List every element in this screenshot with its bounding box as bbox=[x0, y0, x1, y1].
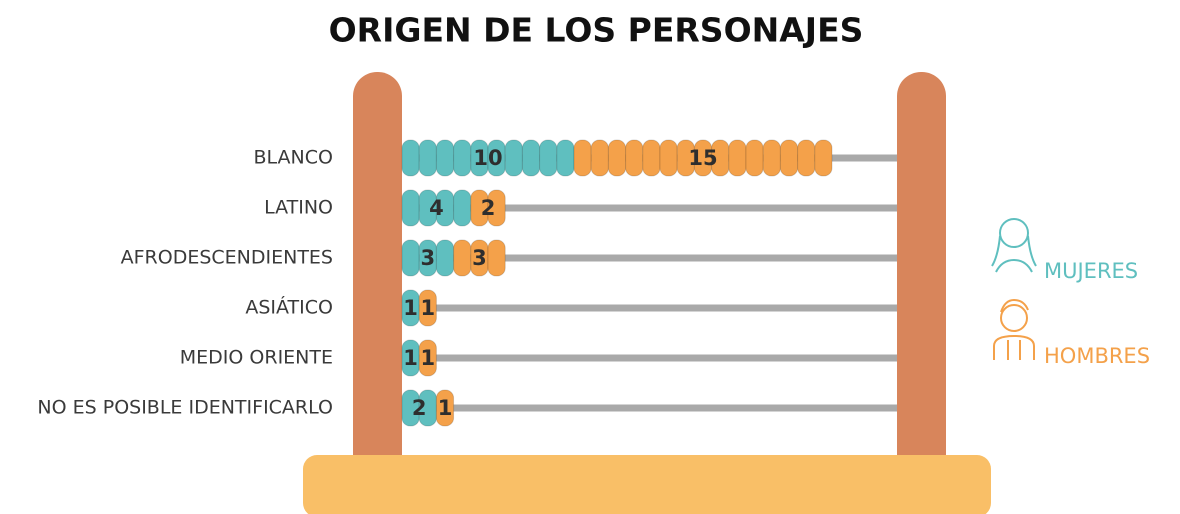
value-label: 1 bbox=[403, 346, 418, 370]
value-label: 3 bbox=[472, 246, 487, 270]
bead bbox=[418, 339, 437, 377]
bead bbox=[573, 139, 592, 177]
bead-segment bbox=[470, 189, 506, 227]
value-label: 3 bbox=[420, 246, 435, 270]
rod bbox=[402, 204, 897, 212]
rod bbox=[402, 254, 897, 262]
bead bbox=[418, 289, 437, 327]
base bbox=[303, 455, 991, 514]
value-label: 4 bbox=[429, 196, 444, 220]
left-post bbox=[353, 72, 402, 482]
bead bbox=[435, 389, 455, 427]
bead-segment bbox=[435, 389, 455, 427]
bead bbox=[539, 139, 558, 177]
bead-segment bbox=[401, 139, 575, 177]
bead bbox=[642, 139, 661, 177]
rod bbox=[402, 304, 897, 312]
bead-segment bbox=[418, 289, 437, 327]
rod bbox=[402, 354, 897, 362]
right-post bbox=[897, 72, 946, 482]
category-label: NO ES POSIBLE IDENTIFICARLO bbox=[37, 397, 333, 419]
bead-segment bbox=[453, 239, 506, 277]
bead bbox=[625, 139, 644, 177]
bead bbox=[779, 139, 799, 177]
bead bbox=[453, 239, 472, 277]
bead bbox=[745, 139, 764, 177]
bead bbox=[521, 139, 541, 177]
bead bbox=[401, 189, 420, 227]
bead-segment bbox=[418, 339, 437, 377]
value-label: 1 bbox=[420, 296, 435, 320]
value-label: 10 bbox=[473, 146, 502, 170]
bead bbox=[607, 139, 627, 177]
bead-segment bbox=[401, 189, 472, 227]
value-label: 15 bbox=[688, 146, 717, 170]
legend-label: MUJERES bbox=[1044, 259, 1138, 283]
bead bbox=[435, 239, 455, 277]
bead bbox=[487, 189, 506, 227]
category-label: LATINO bbox=[264, 197, 333, 219]
category-label: AFRODESCENDIENTES bbox=[121, 247, 333, 269]
bead bbox=[435, 139, 455, 177]
bead bbox=[453, 139, 472, 177]
value-label: 2 bbox=[412, 396, 427, 420]
category-label: MEDIO ORIENTE bbox=[180, 347, 333, 369]
value-label: 1 bbox=[403, 296, 418, 320]
bead bbox=[453, 189, 472, 227]
men-icon bbox=[993, 298, 1035, 360]
bead bbox=[401, 239, 420, 277]
legend-label: HOMBRES bbox=[1044, 344, 1150, 368]
bead bbox=[401, 139, 420, 177]
bead-segment bbox=[573, 139, 833, 177]
bead bbox=[504, 139, 523, 177]
bead bbox=[797, 139, 816, 177]
value-label: 1 bbox=[420, 346, 435, 370]
value-label: 1 bbox=[438, 396, 453, 420]
women-icon bbox=[991, 218, 1037, 273]
category-label: BLANCO bbox=[254, 147, 334, 169]
bead bbox=[418, 139, 437, 177]
bead bbox=[659, 139, 678, 177]
category-label: ASIÁTICO bbox=[245, 296, 333, 319]
bead bbox=[762, 139, 781, 177]
value-label: 2 bbox=[481, 196, 496, 220]
bead bbox=[487, 239, 506, 277]
bead bbox=[590, 139, 609, 177]
chart-title: ORIGEN DE LOS PERSONAJES bbox=[329, 11, 864, 50]
bead-segment bbox=[401, 239, 455, 277]
bead bbox=[556, 139, 575, 177]
bead bbox=[728, 139, 747, 177]
bead bbox=[814, 139, 833, 177]
rod bbox=[402, 404, 897, 412]
